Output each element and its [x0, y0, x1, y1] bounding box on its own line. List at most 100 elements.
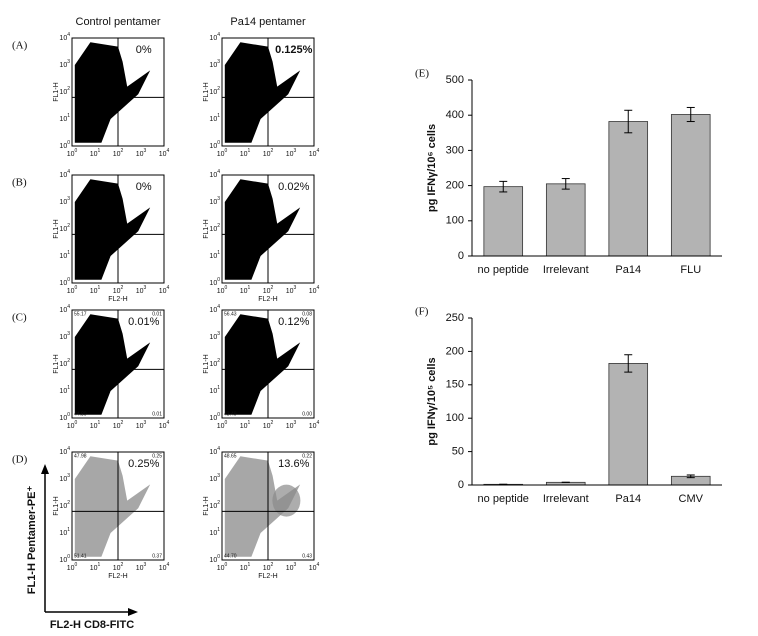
tick-exponent: 0 — [225, 148, 228, 154]
flow-axis-label: FL1-H — [203, 219, 210, 238]
tick-exponent: 3 — [294, 285, 297, 291]
y-tick-label: 101 — [59, 113, 70, 123]
quadrant-value: 0.01 — [152, 311, 162, 317]
tick-exponent: 1 — [248, 562, 251, 568]
x-tick-label: 102 — [113, 562, 124, 572]
y-tick-label: 101 — [209, 527, 220, 537]
flow-y-title: FL1-H Pentamer-PE⁺ — [26, 486, 38, 595]
tick-exponent: 0 — [217, 277, 220, 283]
y-tick-label: 100 — [446, 412, 464, 424]
tick-exponent: 3 — [144, 285, 147, 291]
bar — [483, 186, 524, 257]
x-tick-label: 101 — [240, 562, 251, 572]
tick-exponent: 0 — [75, 562, 78, 568]
tick-exponent: 2 — [121, 562, 124, 568]
tick-base: 10 — [209, 388, 217, 395]
x-tick-label: 102 — [263, 562, 274, 572]
quadrant-percent: 13.6% — [278, 458, 309, 470]
tick-base: 10 — [59, 449, 67, 456]
tick-exponent: 4 — [217, 32, 220, 38]
y-tick-label: 103 — [59, 59, 70, 69]
tick-exponent: 2 — [271, 285, 274, 291]
x-tick-label: 103 — [286, 562, 297, 572]
tick-base: 10 — [209, 476, 217, 483]
tick-exponent: 4 — [67, 169, 70, 175]
y-tick-label: 150 — [446, 379, 464, 391]
tick-base: 10 — [309, 423, 317, 430]
tick-exponent: 1 — [98, 148, 101, 154]
y-tick-label: 104 — [59, 169, 70, 179]
tick-base: 10 — [309, 288, 317, 295]
tick-exponent: 2 — [121, 148, 124, 154]
tick-exponent: 4 — [167, 420, 170, 426]
tick-base: 10 — [209, 199, 217, 206]
quadrant-value: 48.65 — [224, 453, 237, 459]
tick-base: 10 — [59, 334, 67, 341]
panel-label: (A) — [12, 40, 28, 52]
tick-base: 10 — [59, 476, 67, 483]
x-tick-label: no peptide — [478, 493, 529, 505]
tick-base: 10 — [240, 423, 248, 430]
y-tick-label: 104 — [59, 32, 70, 42]
x-tick-label: 103 — [136, 562, 147, 572]
panel-label: (E) — [415, 68, 429, 80]
y-tick-label: 101 — [59, 250, 70, 260]
x-tick-label: 102 — [113, 420, 124, 430]
quadrant-value: 0.37 — [152, 553, 162, 559]
quadrant-value: 0.43 — [302, 553, 312, 559]
dot-cloud — [224, 314, 301, 415]
tick-base: 10 — [59, 361, 67, 368]
y-tick-label: 50 — [452, 446, 464, 458]
tick-base: 10 — [209, 62, 217, 69]
tick-base: 10 — [263, 151, 271, 158]
x-tick-label: 100 — [67, 420, 78, 430]
quadrant-percent: 0.12% — [278, 316, 309, 328]
tick-exponent: 2 — [217, 358, 220, 364]
quadrant-value: 0.01 — [152, 411, 162, 417]
tick-exponent: 3 — [294, 148, 297, 154]
quadrant-value: 55.17 — [74, 311, 87, 317]
y-axis-label: pg IFNγ/10⁶ cells — [426, 124, 438, 212]
tick-exponent: 0 — [225, 420, 228, 426]
y-tick-label: 103 — [209, 473, 220, 483]
dot-cloud — [272, 484, 301, 517]
tick-base: 10 — [209, 143, 217, 150]
y-tick-label: 102 — [209, 86, 220, 96]
y-tick-label: 103 — [209, 59, 220, 69]
tick-base: 10 — [136, 565, 144, 572]
x-tick-label: 100 — [217, 148, 228, 158]
x-tick-label: 103 — [286, 285, 297, 295]
tick-base: 10 — [286, 288, 294, 295]
tick-exponent: 1 — [67, 113, 70, 119]
y-tick-label: 100 — [209, 554, 220, 564]
tick-exponent: 4 — [67, 32, 70, 38]
tick-exponent: 0 — [75, 285, 78, 291]
tick-base: 10 — [113, 565, 121, 572]
x-tick-label: 104 — [309, 420, 320, 430]
x-tick-label: CMV — [679, 493, 704, 505]
tick-exponent: 0 — [75, 420, 78, 426]
tick-exponent: 1 — [248, 148, 251, 154]
tick-exponent: 3 — [67, 473, 70, 479]
tick-exponent: 2 — [121, 285, 124, 291]
y-tick-label: 103 — [209, 331, 220, 341]
x-tick-label: 100 — [217, 420, 228, 430]
tick-base: 10 — [209, 503, 217, 510]
tick-base: 10 — [286, 423, 294, 430]
tick-exponent: 0 — [217, 140, 220, 146]
y-tick-label: 100 — [209, 140, 220, 150]
flow-axis-label: FL1-H — [203, 354, 210, 373]
y-tick-label: 103 — [209, 196, 220, 206]
tick-base: 10 — [209, 334, 217, 341]
x-tick-label: 102 — [263, 420, 274, 430]
tick-exponent: 1 — [67, 250, 70, 256]
y-tick-label: 0 — [458, 479, 464, 491]
tick-base: 10 — [59, 143, 67, 150]
arrow-head — [41, 464, 49, 474]
tick-exponent: 3 — [144, 562, 147, 568]
tick-exponent: 2 — [217, 223, 220, 229]
y-tick-label: 101 — [209, 113, 220, 123]
tick-base: 10 — [59, 307, 67, 314]
y-tick-label: 104 — [209, 32, 220, 42]
